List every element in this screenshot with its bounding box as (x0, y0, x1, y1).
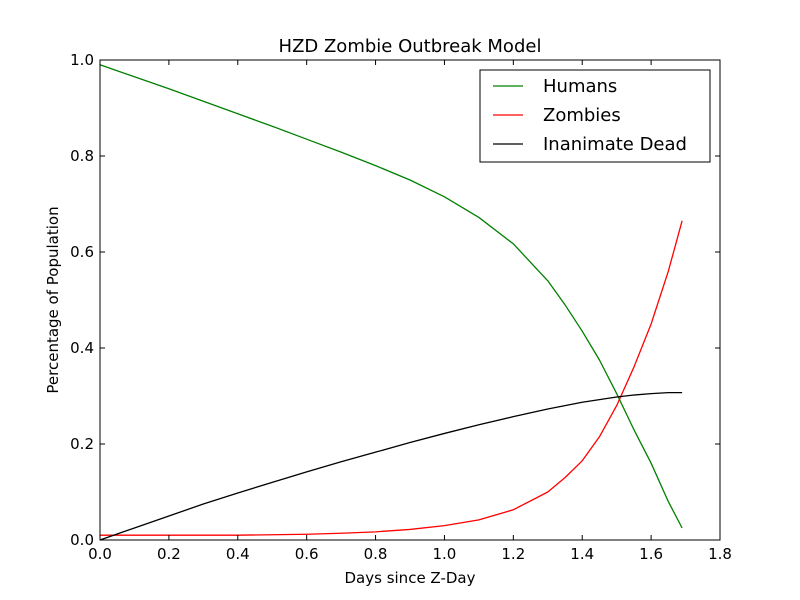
legend-label-humans: Humans (543, 76, 617, 97)
y-tick-label: 0.6 (70, 243, 94, 261)
legend: Humans Zombies Inanimate Dead (479, 69, 711, 163)
x-tick-label: 0.4 (226, 545, 250, 563)
x-axis-label: Days since Z-Day (345, 569, 476, 587)
x-tick-label: 1.2 (501, 545, 525, 563)
x-axis: 0.0 0.2 0.4 0.6 0.8 1.0 1.2 1.4 1.6 1.8 (88, 60, 732, 563)
y-tick-label: 0.8 (70, 147, 94, 165)
legend-label-inanimate-dead: Inanimate Dead (543, 134, 687, 155)
legend-label-zombies: Zombies (543, 105, 621, 126)
plot-frame (99, 59, 721, 541)
y-axis: 0.0 0.2 0.4 0.6 0.8 1.0 (70, 51, 720, 549)
chart-title: HZD Zombie Outbreak Model (279, 36, 542, 57)
legend-box (479, 69, 711, 163)
x-tick-label: 1.8 (708, 545, 732, 563)
y-tick-label: 0.0 (70, 531, 94, 549)
x-tick-label: 0.0 (88, 545, 112, 563)
x-tick-label: 1.6 (639, 545, 663, 563)
series-line-zombies (100, 220, 683, 536)
plot-lines (99, 64, 683, 541)
y-tick-label: 1.0 (70, 51, 94, 69)
x-tick-label: 0.8 (364, 545, 388, 563)
series-line-humans (99, 64, 683, 529)
x-tick-label: 1.0 (433, 545, 457, 563)
series-line-inanimate-dead (99, 391, 683, 541)
x-tick-label: 1.4 (570, 545, 594, 563)
y-tick-label: 0.2 (70, 435, 94, 453)
x-tick-label: 0.2 (157, 545, 181, 563)
y-axis-label: Percentage of Population (44, 206, 62, 393)
x-tick-label: 0.6 (295, 545, 319, 563)
y-tick-label: 0.4 (70, 339, 94, 357)
